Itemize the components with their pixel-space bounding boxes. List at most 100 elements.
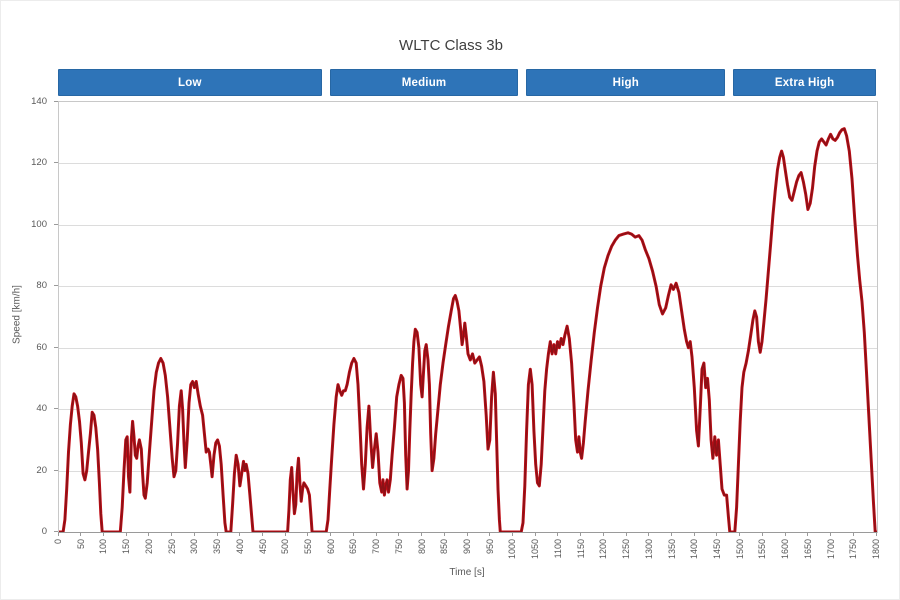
x-tick-mark-750: [398, 532, 400, 536]
x-tick-label-text: 850: [439, 539, 450, 555]
x-tick-mark-1700: [830, 532, 832, 536]
x-tick-label-text: 250: [166, 539, 177, 555]
x-tick-mark-1150: [580, 532, 582, 536]
phase-band-label: High: [612, 76, 639, 89]
phase-band-label: Low: [178, 76, 202, 89]
y-tick-mark-120: [54, 162, 58, 164]
x-tick-label-text: 1150: [575, 539, 586, 559]
x-axis-line: [59, 532, 877, 533]
x-tick-label-text: 1550: [757, 539, 768, 560]
y-tick-mark-140: [54, 101, 58, 102]
x-tick-mark-1800: [875, 532, 877, 536]
x-tick-label-text: 0: [53, 539, 63, 545]
x-tick-mark-1250: [625, 532, 627, 536]
y-tick-label-140: 140: [31, 96, 47, 107]
x-tick-label-text: 1800: [871, 539, 881, 560]
x-tick-label-text: 100: [98, 539, 109, 555]
x-tick-mark-1350: [671, 532, 672, 536]
x-tick-mark-350: [216, 532, 218, 536]
x-tick-label-text: 900: [462, 539, 472, 555]
x-tick-label-text: 950: [484, 539, 495, 555]
x-tick-label-text: 350: [212, 539, 223, 555]
y-tick-label-120: 120: [31, 157, 47, 169]
x-tick-label-text: 1500: [734, 539, 745, 560]
y-tick-label-60: 60: [36, 341, 47, 353]
x-tick-mark-250: [171, 532, 173, 536]
x-tick-label-text: 600: [325, 539, 336, 555]
x-tick-label-text: 1000: [507, 539, 518, 560]
x-tick-label-text: 1400: [689, 539, 700, 560]
x-tick-mark-1200: [602, 532, 604, 536]
x-tick-mark-1100: [557, 532, 559, 536]
x-tick-label-text: 300: [189, 539, 200, 555]
x-tick-mark-1750: [852, 532, 854, 536]
x-tick-label-text: 1750: [848, 539, 859, 560]
gridline-y100: [59, 224, 877, 226]
y-tick-label-80: 80: [36, 280, 47, 292]
x-tick-mark-1650: [807, 532, 809, 536]
y-tick-mark-80: [54, 285, 58, 287]
x-tick-label-text: 1600: [780, 539, 791, 560]
x-tick-mark-1450: [716, 532, 718, 536]
phase-band-high: High: [526, 69, 726, 96]
y-tick-label-100: 100: [31, 218, 47, 230]
x-tick-mark-1550: [761, 532, 763, 536]
x-tick-mark-700: [375, 532, 377, 536]
x-tick-label-text: 550: [302, 539, 313, 555]
y-tick-label-0: 0: [41, 526, 47, 537]
gridline-y120: [59, 163, 877, 165]
x-tick-mark-800: [421, 532, 423, 536]
y-tick-mark-20: [54, 469, 58, 471]
x-tick-label-text: 150: [121, 539, 132, 555]
x-tick-mark-0: [57, 532, 59, 536]
phase-band-label: Extra High: [774, 76, 835, 89]
x-axis-title: Time [s]: [449, 567, 485, 578]
speed-trace-line: [59, 127, 877, 532]
x-tick-mark-50: [80, 532, 82, 536]
phase-band-row: Low Medium High Extra High: [58, 69, 876, 96]
phase-band-low: Low: [58, 69, 322, 96]
x-tick-mark-450: [262, 532, 263, 536]
x-tick-mark-950: [489, 532, 491, 536]
phase-band-label: Medium: [401, 76, 447, 89]
x-tick-mark-200: [148, 532, 150, 536]
x-tick-label-text: 1100: [552, 539, 563, 559]
phase-band-extra-high: Extra High: [733, 69, 876, 96]
x-tick-label-text: 1700: [825, 539, 836, 560]
x-tick-label-text: 400: [234, 539, 245, 555]
x-tick-mark-850: [443, 532, 445, 536]
x-tick-mark-150: [125, 532, 127, 536]
x-tick-mark-550: [307, 532, 309, 536]
x-tick-mark-1600: [784, 532, 786, 536]
y-tick-mark-100: [54, 223, 58, 225]
phase-band-medium: Medium: [329, 69, 519, 96]
x-tick-mark-1500: [739, 532, 741, 536]
y-axis-labels: 0 20 40 60 80 100 120 140: [1, 96, 53, 537]
x-tick-mark-600: [330, 532, 332, 536]
x-tick-label-text: 500: [280, 539, 291, 555]
x-tick-label-text: 800: [416, 539, 427, 555]
x-tick-mark-300: [193, 532, 195, 536]
x-tick-label-text: 1300: [643, 539, 654, 560]
x-tick-label-text: 1250: [621, 539, 632, 560]
x-tick-label-text: 700: [371, 539, 382, 555]
x-tick-label-text: 1200: [598, 539, 609, 560]
x-tick-label-text: 1350: [666, 539, 677, 560]
y-tick-mark-40: [54, 408, 58, 410]
x-tick-label-text: 200: [143, 539, 154, 555]
y-tick-label-40: 40: [36, 403, 47, 415]
x-tick-label-text: 650: [348, 539, 359, 555]
x-tick-mark-1300: [648, 532, 650, 536]
x-tick-label-text: 1050: [530, 539, 541, 560]
y-tick-label-20: 20: [36, 464, 47, 476]
plot-area: [58, 101, 878, 533]
x-tick-label-text: 450: [257, 539, 268, 555]
speed-trace-svg: [59, 127, 877, 532]
chart-title: WLTC Class 3b: [399, 37, 503, 54]
gridline-y40: [59, 409, 877, 411]
x-tick-label-text: 50: [75, 539, 86, 550]
y-tick-mark-60: [54, 346, 58, 348]
x-tick-label-text: 750: [393, 539, 404, 555]
x-tick-mark-900: [466, 532, 468, 536]
x-tick-mark-1400: [693, 532, 695, 536]
